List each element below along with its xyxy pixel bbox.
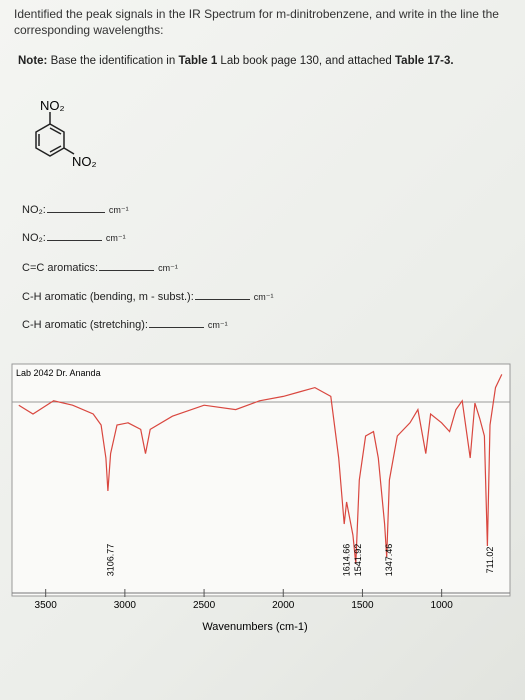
field-unit: cm⁻¹ xyxy=(108,205,129,215)
peak-label: 1347.46 xyxy=(384,544,394,577)
group-label: NO₂ xyxy=(72,154,97,169)
answer-field: C-H aromatic (stretching): cm⁻¹ xyxy=(22,318,228,331)
note: Note: Base the identification in Table 1… xyxy=(18,55,454,67)
spectrum-line xyxy=(18,374,503,564)
field-unit: cm⁻¹ xyxy=(207,320,228,330)
answer-blank xyxy=(46,203,105,213)
peak-label: 3106.77 xyxy=(105,544,115,577)
x-tick-label: 2000 xyxy=(272,600,295,611)
answer-field: NO₂: cm⁻¹ xyxy=(22,203,129,216)
field-label: NO₂: xyxy=(22,204,46,216)
answer-blank xyxy=(194,290,250,300)
answer-blank xyxy=(148,318,204,328)
answer-field: NO₂: cm⁻¹ xyxy=(22,231,126,244)
group-label: NO₂ xyxy=(40,98,65,113)
field-unit: cm⁻¹ xyxy=(105,233,126,243)
bond xyxy=(63,147,75,155)
spectrum-frame xyxy=(11,363,511,597)
note-text: Lab book page 130, and attached xyxy=(217,55,395,67)
x-tick-label: 3500 xyxy=(35,600,58,611)
answer-field: C=C aromatics: cm⁻¹ xyxy=(22,261,178,274)
field-label: C-H aromatic (bending, m - subst.): xyxy=(22,291,194,303)
x-tick-label: 1000 xyxy=(431,600,454,611)
peak-label: 1614.66 xyxy=(342,544,352,577)
note-text: Base the identification in xyxy=(47,55,179,67)
field-unit: cm⁻¹ xyxy=(158,263,178,273)
note-text: Table 1 xyxy=(178,55,218,67)
double-bond xyxy=(49,127,62,135)
x-tick-label: 2500 xyxy=(193,600,216,611)
benzene-ring xyxy=(35,112,75,157)
answer-blank xyxy=(46,231,102,241)
peak-label: 711.02 xyxy=(485,547,495,574)
instruction: Identified the peak signals in the IR Sp… xyxy=(14,7,499,37)
note-text: Table 17-3. xyxy=(395,55,454,67)
peak-label: 1541.92 xyxy=(353,544,363,577)
field-unit: cm⁻¹ xyxy=(253,292,274,302)
double-bond xyxy=(49,145,62,153)
field-label: C=C aromatics: xyxy=(22,262,99,274)
answer-blank xyxy=(99,261,155,271)
answer-field: C-H aromatic (bending, m - subst.): cm⁻¹ xyxy=(22,290,274,303)
x-axis-label: Wavenumbers (cm-1) xyxy=(202,621,307,633)
x-tick-label: 3000 xyxy=(114,600,137,611)
ring xyxy=(35,123,65,157)
x-tick-label: 1500 xyxy=(351,600,374,611)
spectrum-caption: Lab 2042 Dr. Ananda xyxy=(16,368,101,378)
field-label: C-H aromatic (stretching): xyxy=(22,319,148,331)
field-label: NO₂: xyxy=(22,232,46,244)
note-text: Note: xyxy=(18,55,48,67)
